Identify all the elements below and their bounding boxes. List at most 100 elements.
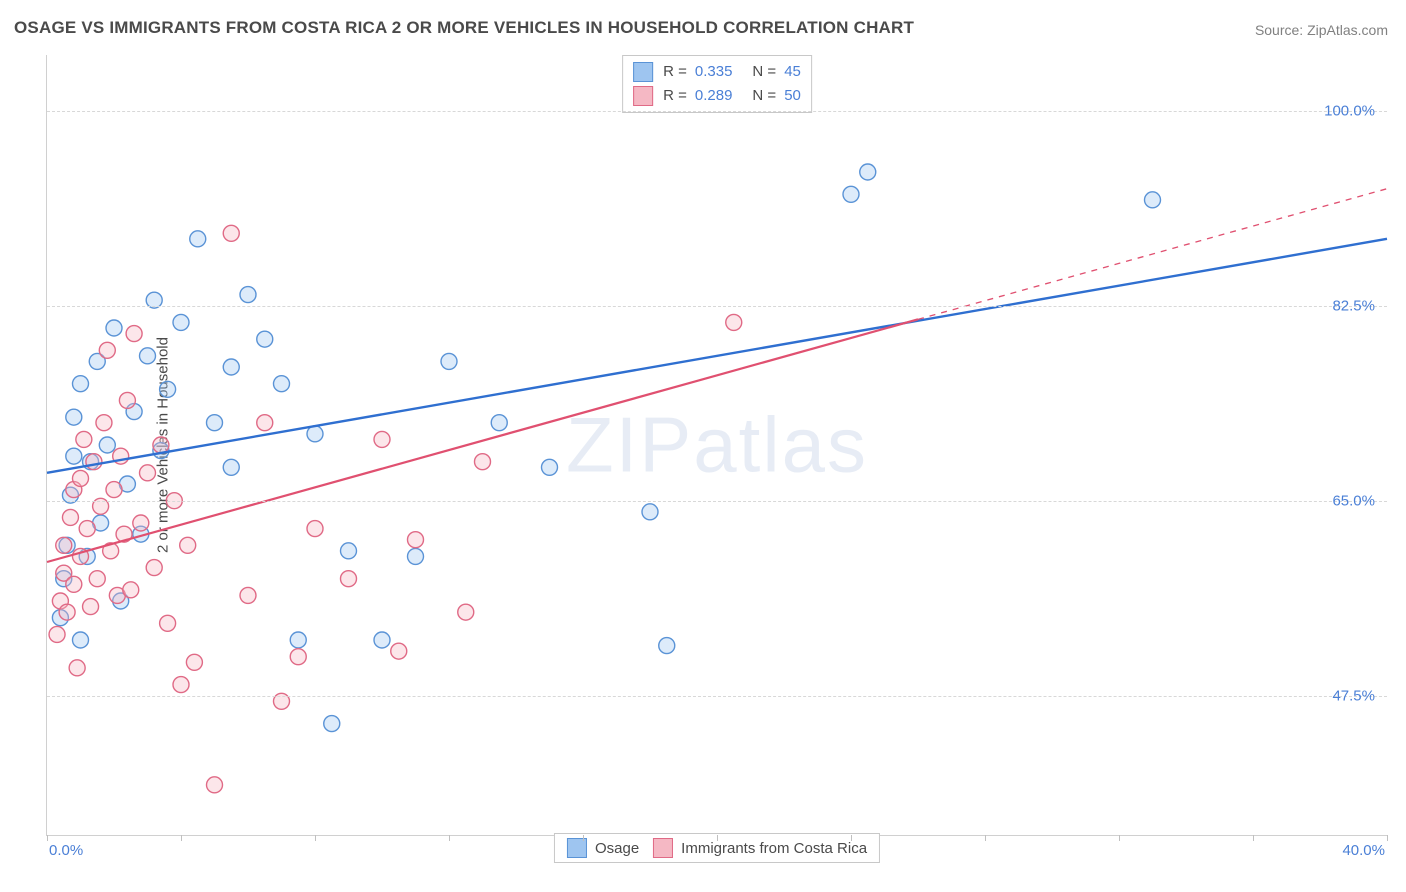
x-tick-mark bbox=[315, 835, 316, 841]
data-point bbox=[62, 509, 78, 525]
x-tick-mark bbox=[1119, 835, 1120, 841]
data-point bbox=[123, 582, 139, 598]
data-point bbox=[860, 164, 876, 180]
x-tick-mark bbox=[851, 835, 852, 841]
data-point bbox=[69, 660, 85, 676]
data-point bbox=[140, 465, 156, 481]
legend-label: Osage bbox=[595, 840, 639, 857]
regression-line bbox=[47, 319, 918, 562]
data-point bbox=[1145, 192, 1161, 208]
data-point bbox=[66, 409, 82, 425]
legend-r-label: R = bbox=[663, 60, 687, 84]
y-tick-label: 100.0% bbox=[1324, 102, 1375, 119]
data-point bbox=[73, 632, 89, 648]
x-axis-min-label: 0.0% bbox=[49, 842, 83, 859]
regression-line bbox=[47, 239, 1387, 473]
x-tick-mark bbox=[181, 835, 182, 841]
data-point bbox=[180, 537, 196, 553]
data-point bbox=[133, 515, 149, 531]
data-point bbox=[726, 314, 742, 330]
data-point bbox=[307, 521, 323, 537]
data-point bbox=[99, 342, 115, 358]
chart-container: OSAGE VS IMMIGRANTS FROM COSTA RICA 2 OR… bbox=[0, 0, 1406, 892]
legend-n-label: N = bbox=[752, 84, 776, 108]
data-point bbox=[207, 777, 223, 793]
data-point bbox=[223, 225, 239, 241]
data-point bbox=[240, 587, 256, 603]
data-point bbox=[173, 314, 189, 330]
data-point bbox=[106, 482, 122, 498]
data-point bbox=[73, 470, 89, 486]
data-point bbox=[86, 454, 102, 470]
data-point bbox=[408, 532, 424, 548]
legend-r-label: R = bbox=[663, 84, 687, 108]
data-point bbox=[307, 426, 323, 442]
data-point bbox=[186, 654, 202, 670]
data-point bbox=[96, 415, 112, 431]
chart-svg bbox=[47, 55, 1387, 835]
legend-correlation: R =0.335N =45R =0.289N =50 bbox=[622, 55, 812, 113]
data-point bbox=[173, 677, 189, 693]
data-point bbox=[491, 415, 507, 431]
data-point bbox=[223, 459, 239, 475]
data-point bbox=[49, 626, 65, 642]
data-point bbox=[223, 359, 239, 375]
legend-row: R = 0.335 N = 45 bbox=[633, 60, 801, 84]
x-tick-mark bbox=[583, 835, 584, 841]
data-point bbox=[140, 348, 156, 364]
data-point bbox=[190, 231, 206, 247]
data-point bbox=[106, 320, 122, 336]
data-point bbox=[408, 548, 424, 564]
x-tick-mark bbox=[449, 835, 450, 841]
data-point bbox=[119, 392, 135, 408]
data-point bbox=[160, 615, 176, 631]
legend-row: R =0.289N =50 bbox=[633, 84, 801, 108]
legend-r-value: 0.335 bbox=[695, 60, 733, 84]
data-point bbox=[56, 537, 72, 553]
data-point bbox=[160, 381, 176, 397]
data-point bbox=[290, 649, 306, 665]
data-point bbox=[146, 560, 162, 576]
legend-n-value: 45 bbox=[784, 60, 801, 84]
data-point bbox=[290, 632, 306, 648]
y-tick-label: 65.0% bbox=[1332, 492, 1375, 509]
data-point bbox=[79, 521, 95, 537]
gridline bbox=[47, 696, 1387, 697]
x-tick-mark bbox=[1253, 835, 1254, 841]
plot-area: 2 or more Vehicles in Household ZIPatlas… bbox=[46, 55, 1387, 836]
y-tick-label: 47.5% bbox=[1332, 687, 1375, 704]
x-axis-max-label: 40.0% bbox=[1342, 842, 1385, 859]
x-tick-mark bbox=[47, 835, 48, 841]
legend-swatch bbox=[633, 62, 653, 82]
legend-item: Osage bbox=[567, 838, 639, 858]
x-tick-mark bbox=[1387, 835, 1388, 841]
data-point bbox=[207, 415, 223, 431]
data-point bbox=[458, 604, 474, 620]
data-point bbox=[240, 287, 256, 303]
x-tick-mark bbox=[717, 835, 718, 841]
legend-n-label: N = bbox=[752, 60, 776, 84]
data-point bbox=[83, 599, 99, 615]
x-tick-mark bbox=[985, 835, 986, 841]
data-point bbox=[73, 376, 89, 392]
legend-swatch bbox=[633, 86, 653, 106]
data-point bbox=[341, 543, 357, 559]
source-attribution: Source: ZipAtlas.com bbox=[1255, 22, 1388, 38]
legend-r-value: 0.289 bbox=[695, 84, 733, 108]
y-tick-label: 82.5% bbox=[1332, 297, 1375, 314]
data-point bbox=[257, 331, 273, 347]
data-point bbox=[66, 576, 82, 592]
data-point bbox=[324, 716, 340, 732]
data-point bbox=[642, 504, 658, 520]
data-point bbox=[126, 326, 142, 342]
data-point bbox=[99, 437, 115, 453]
gridline bbox=[47, 111, 1387, 112]
data-point bbox=[374, 431, 390, 447]
data-point bbox=[153, 437, 169, 453]
gridline bbox=[47, 501, 1387, 502]
legend-swatch bbox=[653, 838, 673, 858]
gridline bbox=[47, 306, 1387, 307]
data-point bbox=[542, 459, 558, 475]
data-point bbox=[66, 448, 82, 464]
data-point bbox=[341, 571, 357, 587]
